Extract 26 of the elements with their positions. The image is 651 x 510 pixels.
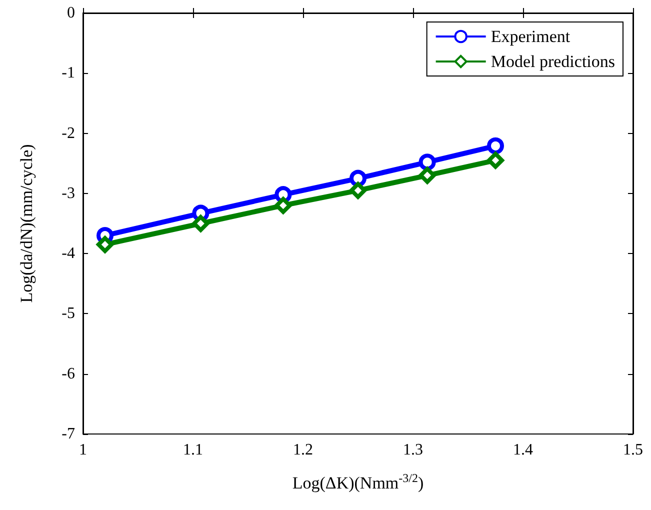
x-tick-label: 1.5 <box>623 442 643 458</box>
x-tick-label: 1.1 <box>183 442 203 458</box>
x-tick-label: 1.3 <box>403 442 423 458</box>
point <box>350 170 366 187</box>
point <box>274 196 292 214</box>
x-tick-label: 1.2 <box>293 442 313 458</box>
y-tick-label: -5 <box>62 305 75 322</box>
point <box>487 137 504 154</box>
x-tick-label: 1.4 <box>513 442 533 458</box>
y-tick-label: 0 <box>67 4 75 22</box>
point <box>487 152 504 169</box>
x-tick-label: 1 <box>79 442 87 458</box>
y-tick-label: -7 <box>62 426 75 442</box>
y-tick-label: -4 <box>62 245 75 262</box>
legend-label: Experiment <box>490 27 570 46</box>
point <box>418 154 436 171</box>
point <box>96 236 114 254</box>
point <box>350 182 366 199</box>
y-tick-label: -1 <box>62 64 75 82</box>
legend-label: Model predictions <box>490 52 615 71</box>
point <box>418 166 436 184</box>
y-axis-title: Log(da/dN)(mm/cycle) <box>17 144 36 303</box>
y-tick-label: -2 <box>62 124 75 142</box>
point <box>192 215 210 232</box>
y-tick-label: -6 <box>62 365 75 382</box>
y-tick-label: -3 <box>62 184 75 202</box>
